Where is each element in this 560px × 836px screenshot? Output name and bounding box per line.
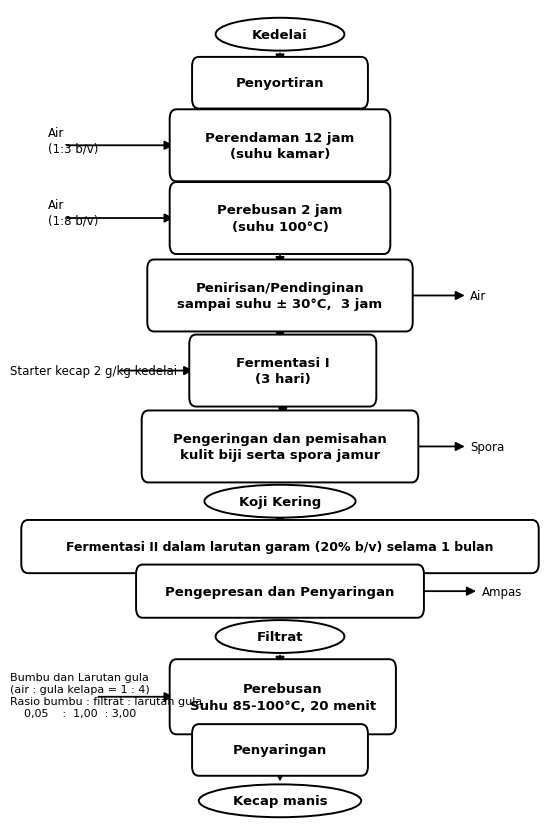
FancyBboxPatch shape bbox=[21, 520, 539, 573]
Ellipse shape bbox=[216, 18, 344, 52]
FancyBboxPatch shape bbox=[189, 335, 376, 407]
FancyBboxPatch shape bbox=[192, 58, 368, 110]
Text: Spora: Spora bbox=[470, 441, 505, 453]
Text: Air: Air bbox=[470, 289, 487, 303]
Text: Kedelai: Kedelai bbox=[252, 28, 308, 42]
Text: Ampas: Ampas bbox=[482, 585, 522, 598]
Text: Kecap manis: Kecap manis bbox=[233, 794, 327, 808]
FancyBboxPatch shape bbox=[192, 724, 368, 776]
Ellipse shape bbox=[199, 784, 361, 818]
FancyBboxPatch shape bbox=[142, 411, 418, 483]
Text: Penyaringan: Penyaringan bbox=[233, 743, 327, 757]
Text: Air
(1:3 b/v): Air (1:3 b/v) bbox=[48, 126, 98, 155]
Ellipse shape bbox=[216, 620, 344, 653]
Text: Penyortiran: Penyortiran bbox=[236, 77, 324, 90]
Text: Koji Kering: Koji Kering bbox=[239, 495, 321, 508]
FancyBboxPatch shape bbox=[170, 110, 390, 182]
Text: Air
(1:8 b/v): Air (1:8 b/v) bbox=[48, 199, 98, 227]
Text: Pengeringan dan pemisahan
kulit biji serta spora jamur: Pengeringan dan pemisahan kulit biji ser… bbox=[173, 432, 387, 461]
Text: Perebusan
Suhu 85-100°C, 20 menit: Perebusan Suhu 85-100°C, 20 menit bbox=[190, 682, 376, 711]
Text: Perendaman 12 jam
(suhu kamar): Perendaman 12 jam (suhu kamar) bbox=[206, 131, 354, 161]
Text: Penirisan/Pendinginan
sampai suhu ± 30°C,  3 jam: Penirisan/Pendinginan sampai suhu ± 30°C… bbox=[178, 282, 382, 311]
FancyBboxPatch shape bbox=[136, 565, 424, 618]
Text: Perebusan 2 jam
(suhu 100°C): Perebusan 2 jam (suhu 100°C) bbox=[217, 204, 343, 233]
FancyBboxPatch shape bbox=[170, 183, 390, 255]
Text: Bumbu dan Larutan gula
(air : gula kelapa = 1 : 4)
Rasio bumbu : filtrat : larut: Bumbu dan Larutan gula (air : gula kelap… bbox=[10, 672, 202, 718]
Ellipse shape bbox=[204, 485, 356, 518]
Text: Pengepresan dan Penyaringan: Pengepresan dan Penyaringan bbox=[165, 585, 395, 598]
FancyBboxPatch shape bbox=[147, 260, 413, 332]
Text: Fermentasi I
(3 hari): Fermentasi I (3 hari) bbox=[236, 356, 330, 386]
FancyBboxPatch shape bbox=[170, 660, 396, 735]
Text: Filtrat: Filtrat bbox=[256, 630, 304, 643]
Text: Starter kecap 2 g/kg kedelai: Starter kecap 2 g/kg kedelai bbox=[10, 364, 177, 378]
Text: Fermentasi II dalam larutan garam (20% b/v) selama 1 bulan: Fermentasi II dalam larutan garam (20% b… bbox=[66, 540, 494, 553]
